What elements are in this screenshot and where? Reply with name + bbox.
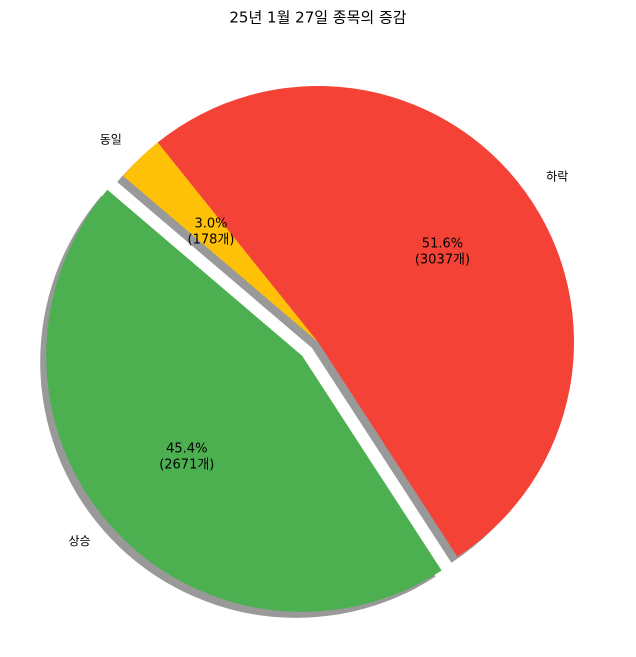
pie-slice <box>46 189 442 612</box>
value-label: (178개) <box>188 232 235 247</box>
value-label: 45.4% <box>166 442 207 457</box>
value-label: (3037개) <box>415 252 470 267</box>
category-label: 동일 <box>100 132 122 146</box>
pie-slice <box>123 142 318 342</box>
value-label: 51.6% <box>422 236 463 251</box>
value-label: 3.0% <box>194 216 227 231</box>
category-label: 하락 <box>546 169 568 183</box>
chart-title: 25년 1월 27일 종목의 증감 <box>229 9 406 27</box>
category-label: 상승 <box>69 534 91 548</box>
pie-slice <box>157 85 575 557</box>
value-label: (2671개) <box>159 458 214 473</box>
